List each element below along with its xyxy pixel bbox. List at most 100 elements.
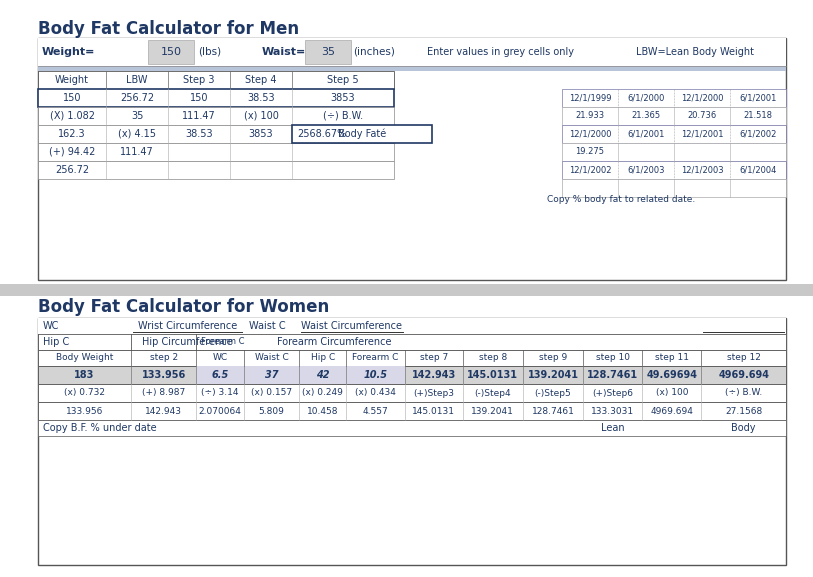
Bar bbox=[38, 318, 786, 334]
Bar bbox=[38, 143, 394, 161]
Text: Step 4: Step 4 bbox=[246, 75, 276, 85]
Bar bbox=[299, 366, 346, 384]
Text: Waist=: Waist= bbox=[262, 47, 307, 57]
Text: Step 3: Step 3 bbox=[183, 75, 215, 85]
Text: 3853: 3853 bbox=[331, 93, 355, 103]
Text: 111.47: 111.47 bbox=[120, 147, 154, 157]
Bar bbox=[38, 38, 786, 280]
Bar bbox=[562, 161, 786, 179]
Text: LBW=Lean Body Weight: LBW=Lean Body Weight bbox=[636, 47, 754, 57]
Text: (x) 0.249: (x) 0.249 bbox=[302, 388, 343, 398]
Text: (÷) B.W.: (÷) B.W. bbox=[323, 111, 363, 121]
Text: (lbs): (lbs) bbox=[198, 47, 222, 57]
Text: Waist Circumference: Waist Circumference bbox=[302, 321, 402, 331]
Text: 5.809: 5.809 bbox=[259, 407, 285, 415]
Text: (÷) B.W.: (÷) B.W. bbox=[725, 388, 763, 398]
Bar bbox=[562, 143, 786, 161]
Text: 12/1/1999: 12/1/1999 bbox=[569, 93, 611, 103]
Text: 21.365: 21.365 bbox=[632, 111, 660, 121]
Text: 12/1/2001: 12/1/2001 bbox=[680, 129, 724, 138]
Text: Forearm Circumference: Forearm Circumference bbox=[277, 337, 392, 347]
Text: Hip Circumference: Hip Circumference bbox=[142, 337, 233, 347]
Text: Body: Body bbox=[732, 423, 756, 433]
Text: (+)Step3: (+)Step3 bbox=[413, 388, 454, 398]
Text: step 7: step 7 bbox=[420, 354, 448, 362]
Text: 111.47: 111.47 bbox=[182, 111, 216, 121]
Text: Forearm C: Forearm C bbox=[352, 354, 398, 362]
Text: WC: WC bbox=[213, 354, 228, 362]
Text: 6/1/2003: 6/1/2003 bbox=[628, 166, 665, 174]
Text: (x) 100: (x) 100 bbox=[655, 388, 688, 398]
Bar bbox=[38, 384, 786, 402]
Bar bbox=[38, 420, 786, 436]
Text: 21.518: 21.518 bbox=[744, 111, 772, 121]
Text: 6/1/2002: 6/1/2002 bbox=[739, 129, 776, 138]
Text: Weight=: Weight= bbox=[42, 47, 95, 57]
Text: (x) 4.15: (x) 4.15 bbox=[118, 129, 156, 139]
Bar bbox=[562, 125, 786, 143]
Text: 12/1/2000: 12/1/2000 bbox=[680, 93, 724, 103]
Text: 150: 150 bbox=[160, 47, 181, 57]
Text: Body Fat Calculator for Men: Body Fat Calculator for Men bbox=[38, 20, 299, 38]
Text: Lean: Lean bbox=[601, 423, 624, 433]
Text: 3853: 3853 bbox=[249, 129, 273, 139]
Text: 150: 150 bbox=[189, 93, 208, 103]
Bar bbox=[38, 38, 786, 40]
Text: Body Fat Calculator for Women: Body Fat Calculator for Women bbox=[38, 298, 329, 316]
Text: step 9: step 9 bbox=[539, 354, 567, 362]
Text: 35: 35 bbox=[131, 111, 143, 121]
Bar bbox=[562, 179, 786, 197]
Bar bbox=[38, 89, 394, 107]
Text: 128.7461: 128.7461 bbox=[532, 407, 575, 415]
Bar bbox=[38, 71, 394, 89]
Text: step 8: step 8 bbox=[479, 354, 507, 362]
Text: Enter values in grey cells only: Enter values in grey cells only bbox=[427, 47, 573, 57]
Text: 12/1/2000: 12/1/2000 bbox=[569, 129, 611, 138]
Text: Waist C: Waist C bbox=[254, 354, 289, 362]
Text: 139.2041: 139.2041 bbox=[528, 370, 579, 380]
Text: WC: WC bbox=[43, 321, 59, 331]
Text: (+) 94.42: (+) 94.42 bbox=[49, 147, 95, 157]
Bar bbox=[38, 318, 786, 565]
Bar bbox=[38, 350, 786, 366]
Text: 20.736: 20.736 bbox=[687, 111, 716, 121]
Text: step 2: step 2 bbox=[150, 354, 178, 362]
Text: 38.53: 38.53 bbox=[247, 93, 275, 103]
Bar bbox=[38, 161, 394, 179]
Text: 6/1/2001: 6/1/2001 bbox=[739, 93, 776, 103]
Text: 2568.67%: 2568.67% bbox=[297, 129, 346, 139]
Bar bbox=[244, 366, 299, 384]
Text: step 11: step 11 bbox=[655, 354, 689, 362]
Text: 12/1/2002: 12/1/2002 bbox=[569, 166, 611, 174]
Text: (x) 100: (x) 100 bbox=[244, 111, 278, 121]
Text: 35: 35 bbox=[321, 47, 335, 57]
Text: 128.7461: 128.7461 bbox=[587, 370, 638, 380]
Text: 162.3: 162.3 bbox=[59, 129, 86, 139]
Text: 145.0131: 145.0131 bbox=[467, 370, 519, 380]
Text: (x) 0.157: (x) 0.157 bbox=[251, 388, 292, 398]
Text: 133.956: 133.956 bbox=[141, 370, 186, 380]
Text: Hip C: Hip C bbox=[43, 337, 69, 347]
Text: Copy % body fat to related date.: Copy % body fat to related date. bbox=[547, 194, 695, 204]
Text: Body Faté: Body Faté bbox=[338, 129, 386, 139]
Text: 19.275: 19.275 bbox=[576, 148, 605, 156]
Text: 4969.694: 4969.694 bbox=[718, 370, 769, 380]
Bar bbox=[562, 107, 786, 125]
Bar bbox=[38, 334, 786, 350]
Text: (+) 8.987: (+) 8.987 bbox=[142, 388, 185, 398]
Bar bbox=[346, 366, 405, 384]
Text: (x) 0.732: (x) 0.732 bbox=[64, 388, 105, 398]
Text: (-)Step5: (-)Step5 bbox=[535, 388, 572, 398]
Bar bbox=[562, 89, 786, 107]
Text: Step 5: Step 5 bbox=[327, 75, 359, 85]
Bar bbox=[38, 66, 786, 71]
Text: (x) 0.434: (x) 0.434 bbox=[355, 388, 396, 398]
Text: 133.956: 133.956 bbox=[66, 407, 103, 415]
Bar bbox=[0, 284, 813, 296]
Bar bbox=[38, 38, 786, 66]
Bar bbox=[38, 125, 394, 143]
Bar bbox=[38, 402, 786, 420]
Text: 139.2041: 139.2041 bbox=[472, 407, 515, 415]
Text: (X) 1.082: (X) 1.082 bbox=[50, 111, 94, 121]
Text: 256.72: 256.72 bbox=[55, 165, 89, 175]
